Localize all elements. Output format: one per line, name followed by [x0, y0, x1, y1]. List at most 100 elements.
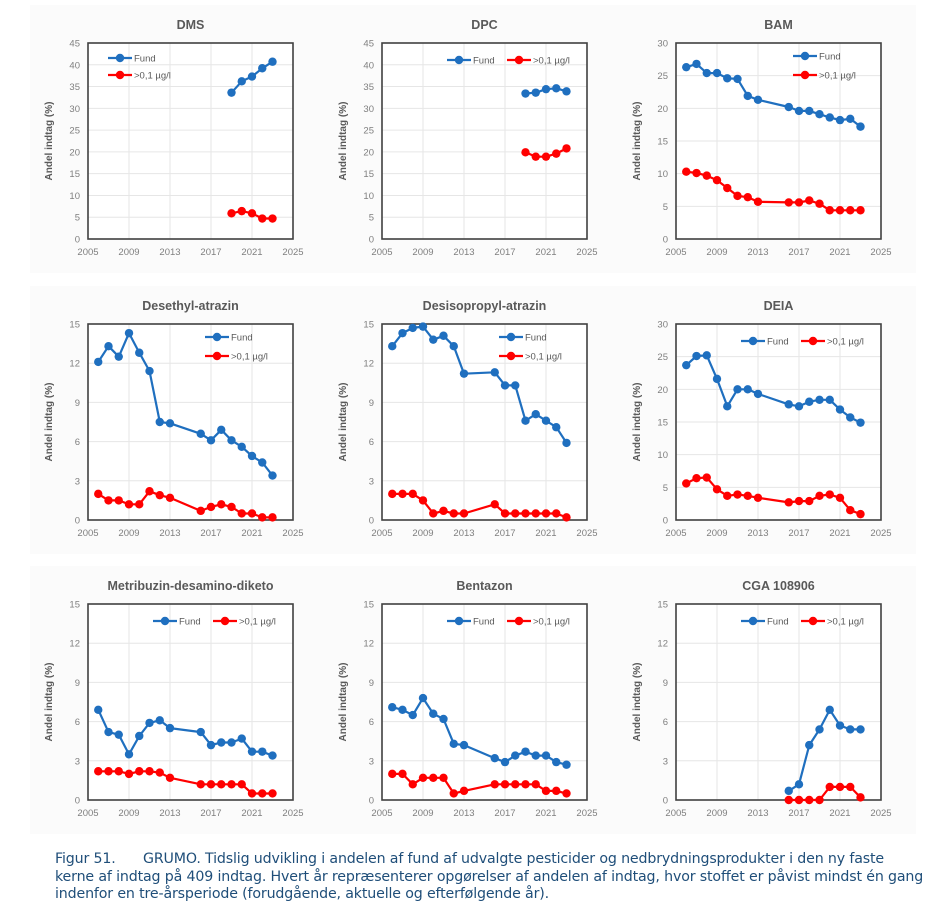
legend-marker: [514, 55, 524, 65]
series-line: [97, 490, 273, 519]
legend-label: >0,1 µg/l: [231, 352, 268, 363]
legend-label: Fund: [767, 617, 789, 628]
series-over-0-1: [94, 767, 277, 798]
y-tick-label: 15: [69, 600, 80, 611]
data-point: [702, 68, 711, 78]
y-tick-label: 9: [75, 398, 80, 409]
data-point: [258, 214, 267, 223]
data-point: [794, 198, 804, 207]
y-tick-label: 45: [69, 39, 80, 50]
data-point: [846, 114, 855, 123]
data-point: [846, 506, 855, 515]
y-tick-label: 15: [657, 418, 668, 429]
x-tick-label: 2017: [788, 808, 809, 819]
data-point: [206, 780, 216, 789]
legend: Fund >0,1 µg/l: [793, 52, 856, 82]
x-tick-label: 2005: [371, 808, 392, 819]
data-point: [268, 471, 277, 480]
data-point: [825, 395, 834, 404]
series-line: [685, 62, 862, 128]
legend: Fund >0,1 µg/l: [447, 56, 570, 67]
data-point: [541, 509, 551, 518]
data-point: [459, 786, 469, 796]
x-tick-label: 2009: [412, 528, 433, 539]
data-point: [114, 496, 123, 505]
data-point: [712, 485, 722, 494]
data-point: [552, 786, 561, 796]
data-point: [805, 496, 814, 506]
legend-marker: [506, 351, 516, 361]
data-point: [268, 513, 277, 522]
series-fund: [784, 705, 865, 796]
data-point: [418, 322, 428, 331]
data-point: [825, 113, 834, 122]
y-tick-label: 25: [363, 126, 374, 137]
data-point: [165, 493, 175, 502]
data-point: [856, 793, 865, 802]
series-fund: [521, 84, 571, 98]
data-point: [521, 509, 530, 518]
plot-frame: [87, 323, 294, 521]
data-point: [388, 703, 397, 712]
chart-title: DMS: [177, 18, 205, 32]
data-point: [268, 57, 277, 66]
data-point: [723, 74, 732, 83]
x-tick-label: 2021: [535, 528, 556, 539]
x-tick-label: 2013: [453, 808, 474, 819]
legend-item: Fund: [447, 617, 495, 628]
data-point: [835, 115, 845, 125]
data-point: [429, 773, 438, 782]
y-tick-label: 12: [69, 639, 80, 650]
legend-marker: [220, 616, 230, 626]
y-tick-label: 0: [663, 235, 668, 246]
legend-item: Fund: [741, 617, 789, 628]
data-point: [825, 490, 834, 499]
y-tick-label: 6: [369, 717, 374, 728]
y-tick-label: 0: [75, 796, 80, 807]
legend-label: >0,1 µg/l: [525, 352, 562, 363]
x-tick-label: 2017: [200, 528, 221, 539]
data-point: [408, 780, 417, 789]
data-point: [104, 727, 113, 737]
x-tick-label: 2013: [159, 808, 180, 819]
series-fund: [682, 59, 865, 131]
legend-item: >0,1 µg/l: [793, 71, 856, 82]
legend-item: >0,1 µg/l: [213, 617, 276, 628]
data-point: [835, 493, 845, 502]
legend: Fund >0,1 µg/l: [205, 333, 268, 363]
series-fund: [388, 693, 571, 769]
y-tick-label: 3: [75, 476, 80, 487]
x-tick-label: 2017: [788, 247, 809, 258]
data-point: [531, 152, 540, 161]
data-point: [237, 509, 246, 518]
data-point: [398, 705, 407, 715]
data-point: [104, 767, 113, 776]
legend-label: Fund: [767, 337, 789, 348]
data-point: [418, 693, 428, 703]
legend-label: >0,1 µg/l: [827, 337, 864, 348]
data-point: [753, 493, 763, 502]
legend: Fund >0,1 µg/l: [499, 333, 562, 363]
plot-frame: [675, 603, 882, 801]
y-tick-label: 25: [657, 71, 668, 82]
x-tick-label: 2013: [453, 247, 474, 258]
data-point: [521, 747, 530, 756]
data-point: [753, 95, 763, 105]
data-point: [500, 381, 510, 390]
legend-marker: [115, 70, 125, 80]
legend-label: Fund: [819, 52, 841, 63]
data-point: [408, 710, 417, 720]
y-tick-label: 0: [369, 516, 374, 527]
x-tick-label: 2021: [829, 808, 850, 819]
y-axis-label: Andel indtag (%): [632, 663, 643, 742]
data-point: [398, 769, 407, 779]
legend-marker: [212, 351, 222, 361]
data-point: [682, 62, 691, 72]
data-point: [94, 489, 103, 499]
data-point: [408, 489, 417, 499]
data-point: [541, 84, 551, 94]
legend: Fund >0,1 µg/l: [741, 337, 864, 348]
